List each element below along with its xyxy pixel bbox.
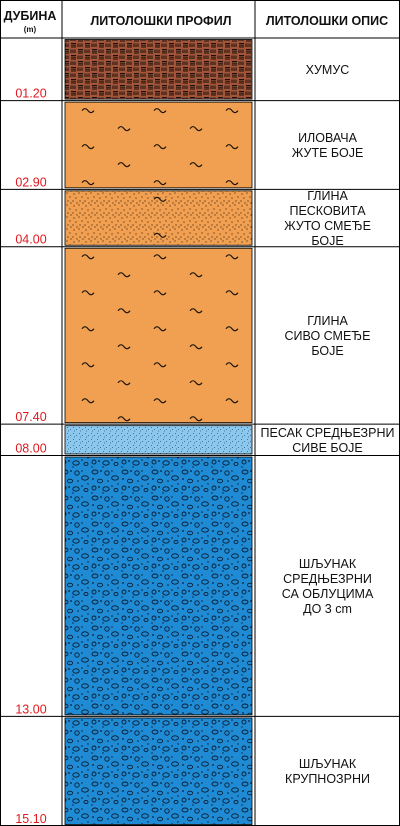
layer-description-line: ИЛОВАЧА <box>298 131 358 145</box>
clay-wave-symbol <box>81 362 95 368</box>
clay-wave-symbol <box>153 180 167 186</box>
clay-wave-symbol <box>225 326 239 332</box>
clay-wave-symbol <box>81 144 95 150</box>
clay-wave-symbol <box>225 144 239 150</box>
layer-description-line: ПЕСАК СРЕДЊЕЗРНИ <box>261 426 395 440</box>
layer-profile-5 <box>64 425 253 455</box>
clay-wave-symbol <box>189 416 203 422</box>
profile-column-title: ЛИТОЛОШКИ ПРОФИЛ <box>91 14 232 28</box>
layer-description-line: КРУПНОЗРНИ <box>285 772 370 786</box>
clay-wave-symbol <box>153 232 167 238</box>
clay-wave-symbol <box>117 416 131 422</box>
layer-profile-7 <box>64 717 253 825</box>
clay-wave-symbol <box>225 108 239 114</box>
clay-wave-symbol <box>117 344 131 350</box>
depth-label-7: 15.10 <box>15 812 46 826</box>
layer-description-line: БОЈЕ <box>311 234 343 248</box>
depth-label-5: 08.00 <box>15 441 46 455</box>
clay-wave-symbol <box>189 162 203 168</box>
layer-profile-4 <box>64 247 253 424</box>
depth-label-1: 01.20 <box>15 87 46 101</box>
clay-wave-symbol <box>225 398 239 404</box>
depth-label-2: 02.90 <box>15 175 46 189</box>
clay-wave-symbol <box>153 290 167 296</box>
depth-label-6: 13.00 <box>15 702 46 716</box>
clay-wave-symbol <box>153 254 167 260</box>
layer-description-line: СИВЕ БОЈЕ <box>292 441 363 455</box>
clay-wave-symbol <box>81 254 95 260</box>
header-row: ДУБИНА (m) ЛИТОЛОШКИ ПРОФИЛ ЛИТОЛОШКИ ОП… <box>4 9 389 34</box>
clay-wave-symbol <box>117 272 131 278</box>
layer-description-line: ЖУТЕ БОЈЕ <box>292 146 364 160</box>
layer-description-line: СРЕДЊЕЗРНИ <box>283 572 372 586</box>
clay-wave-symbol <box>189 380 203 386</box>
depth-column-title: ДУБИНА <box>4 9 57 23</box>
layer-description-line: ХУМУС <box>306 63 350 77</box>
clay-wave-symbol <box>81 326 95 332</box>
clay-wave-symbol <box>189 272 203 278</box>
clay-wave-symbol <box>81 108 95 114</box>
clay-wave-symbol <box>153 144 167 150</box>
layer-profile-1 <box>64 39 253 100</box>
clay-wave-symbol <box>225 290 239 296</box>
clay-wave-symbol <box>153 108 167 114</box>
layer-description-line: ГЛИНА <box>307 314 348 328</box>
layer-description-line: ПЕСКОВИТА <box>289 204 366 218</box>
layer-description-line: ЖУТО СМЕЂЕ <box>284 219 371 233</box>
layer-profile-6 <box>64 456 253 716</box>
clay-wave-symbol <box>225 362 239 368</box>
depth-label-4: 07.40 <box>15 410 46 424</box>
layer-description-line: ДО 3 cm <box>303 602 352 616</box>
clay-wave-symbol <box>117 162 131 168</box>
clay-wave-symbol <box>153 398 167 404</box>
layer-description-line: ШЉУНАК <box>299 557 357 571</box>
clay-wave-symbol <box>81 398 95 404</box>
layer-description-line: ГЛИНА <box>307 189 348 203</box>
clay-wave-symbol <box>153 326 167 332</box>
layer-description-line: СА ОБЛУЦИМА <box>282 587 374 601</box>
clay-wave-symbol <box>117 308 131 314</box>
layer-description-line: БОЈЕ <box>311 344 343 358</box>
depth-label-3: 04.00 <box>15 233 46 247</box>
clay-wave-symbol <box>153 362 167 368</box>
layer-profile-3 <box>64 190 253 246</box>
clay-wave-symbol <box>225 180 239 186</box>
depth-unit-label: (m) <box>24 25 37 34</box>
clay-wave-symbol <box>189 344 203 350</box>
clay-wave-symbol <box>81 180 95 186</box>
clay-wave-symbol <box>81 290 95 296</box>
clay-wave-symbol <box>117 126 131 132</box>
clay-wave-symbol <box>225 254 239 260</box>
clay-wave-symbol <box>117 380 131 386</box>
clay-wave-symbol <box>153 196 167 202</box>
layer-description-line: СИВО СМЕЂЕ <box>285 329 371 343</box>
description-column-title: ЛИТОЛОШКИ ОПИС <box>266 14 388 28</box>
clay-wave-symbol <box>189 308 203 314</box>
clay-wave-symbol <box>189 126 203 132</box>
layer-description-line: ШЉУНАК <box>299 757 357 771</box>
